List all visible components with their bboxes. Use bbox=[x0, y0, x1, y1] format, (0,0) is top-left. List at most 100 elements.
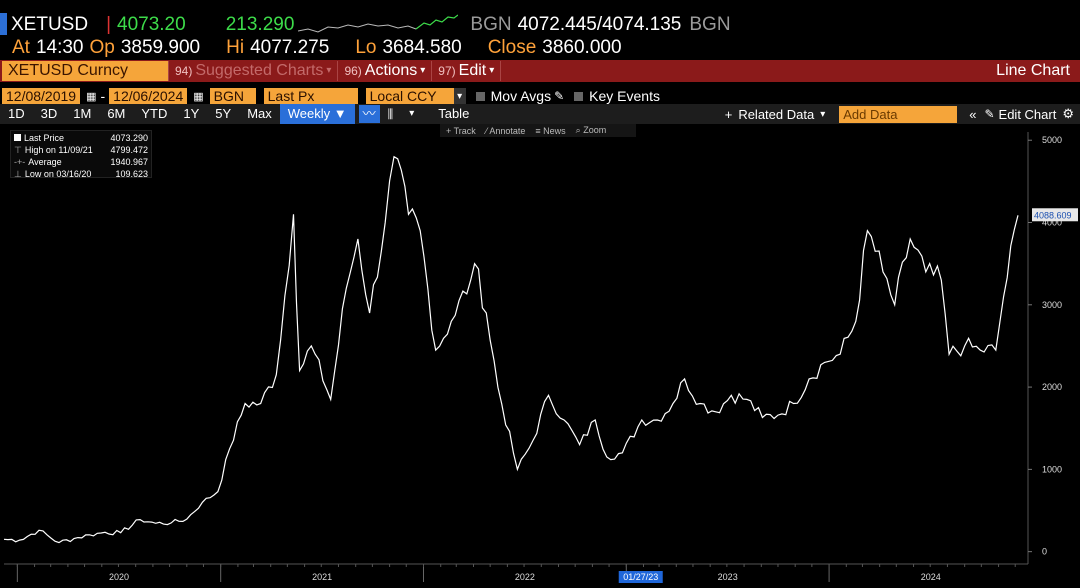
chart-type-label: Line Chart bbox=[996, 62, 1070, 79]
suggested-charts-button[interactable]: 94) Suggested Charts ▾ bbox=[168, 61, 337, 81]
bid-source-label: BGN bbox=[470, 14, 512, 35]
high-marker-icon: ⊤ bbox=[14, 145, 22, 155]
legend-high-value: 4799.472 bbox=[110, 145, 148, 155]
plot-area bbox=[3, 155, 1019, 544]
price-field-select[interactable]: Last Px bbox=[263, 87, 358, 105]
y-tick-label: 5000 bbox=[1042, 135, 1062, 145]
chevron-down-icon[interactable]: ▾ bbox=[409, 108, 415, 119]
news-label: News bbox=[543, 125, 566, 136]
start-date-field[interactable]: 12/08/2019 bbox=[2, 87, 81, 105]
add-data-input[interactable]: Add Data bbox=[839, 105, 958, 123]
related-data-button[interactable]: Related Data bbox=[738, 106, 815, 122]
key-events-label[interactable]: Key Events bbox=[589, 88, 660, 104]
plus-icon[interactable]: + bbox=[724, 106, 733, 122]
last-price-suffix: 0 bbox=[175, 14, 186, 35]
frequency-label: Weekly bbox=[287, 106, 331, 121]
double-chevron-left-icon[interactable]: « bbox=[969, 106, 977, 122]
chart-toolbar: 1D 3D 1M 6M YTD 1Y 5Y Max Weekly ▼ 〰 ⫼ ▾… bbox=[0, 104, 1080, 124]
calendar-icon[interactable]: ▦ bbox=[193, 90, 204, 103]
news-tool[interactable]: ≡ News bbox=[535, 126, 565, 136]
chevron-down-icon[interactable]: ▾ bbox=[820, 108, 826, 120]
crosshair-date-label: 01/27/23 bbox=[623, 572, 658, 582]
frequency-select[interactable]: Weekly ▼ bbox=[279, 104, 355, 124]
period-ytd[interactable]: YTD bbox=[141, 106, 168, 121]
x-axis-ticks bbox=[16, 564, 1016, 567]
period-max[interactable]: Max bbox=[247, 106, 272, 121]
track-tool[interactable]: + Track bbox=[446, 126, 476, 136]
mov-avgs-checkbox[interactable] bbox=[475, 91, 485, 101]
legend-average-label: Average bbox=[28, 157, 62, 167]
actions-num: 96) bbox=[344, 64, 362, 78]
period-6m[interactable]: 6M bbox=[107, 106, 126, 121]
edit-num: 97) bbox=[438, 64, 456, 78]
y-tick-label: 4000 bbox=[1042, 218, 1062, 228]
zoom-tool[interactable]: ⌕ Zoom bbox=[576, 125, 607, 136]
quote-row-1: XETUSD | 4073.20 213.290 BGN 4072.445/40… bbox=[0, 12, 731, 38]
divider bbox=[500, 61, 502, 81]
candlestick-icon[interactable]: ⫼ bbox=[387, 107, 394, 121]
edit-button[interactable]: 97) Edit ▾ bbox=[431, 61, 500, 81]
line-chart-icon[interactable]: 〰 bbox=[358, 105, 380, 123]
bid-ask-source: BGN bbox=[689, 14, 731, 35]
chart-legend: Last Price 4073.290 ⊤ High on 11/09/21 47… bbox=[10, 130, 152, 180]
ticker-symbol[interactable]: XETUSD bbox=[11, 14, 89, 35]
annotate-tool[interactable]: ⁄ Annotate bbox=[486, 126, 526, 136]
key-events-checkbox[interactable] bbox=[574, 91, 584, 101]
zoom-label: Zoom bbox=[583, 125, 607, 135]
date-range-row: 12/08/2019 ▦ - 12/06/2024 ▦ BGN Last Px … bbox=[0, 86, 1080, 106]
legend-average-value: 1940.967 bbox=[110, 157, 148, 167]
news-icon: ≡ bbox=[535, 125, 541, 136]
high-value: 4077.275 bbox=[250, 37, 330, 58]
x-tick-label: 2023 bbox=[718, 572, 738, 582]
security-field[interactable]: XETUSD Curncy bbox=[2, 61, 168, 81]
intraday-sparkline bbox=[298, 14, 459, 33]
average-marker-icon: -+- bbox=[14, 157, 26, 167]
period-5y[interactable]: 5Y bbox=[215, 106, 232, 121]
legend-label: ⊥ Low on 03/16/20 bbox=[14, 168, 91, 180]
x-tick-label: 2024 bbox=[921, 572, 941, 582]
period-1d[interactable]: 1D bbox=[8, 106, 25, 121]
triangle-down-icon: ▼ bbox=[333, 106, 347, 121]
y-tick-label: 3000 bbox=[1042, 300, 1062, 310]
edit-chart-button[interactable]: Edit Chart bbox=[998, 106, 1057, 122]
y-tick-label: 2000 bbox=[1042, 382, 1062, 392]
at-label: At bbox=[12, 37, 30, 58]
actions-button[interactable]: 96) Actions ▾ bbox=[337, 61, 431, 81]
toolbar-right: + Related Data ▾ Add Data « ✎ Edit Chart… bbox=[719, 104, 1080, 124]
legend-last-price-value: 4073.290 bbox=[110, 133, 148, 143]
gear-icon[interactable]: ⚙ bbox=[1062, 106, 1074, 121]
x-tick-label: 2021 bbox=[312, 572, 332, 582]
suggested-charts-num: 94) bbox=[175, 64, 193, 78]
low-value: 3684.580 bbox=[382, 37, 462, 58]
legend-row-last-price: Last Price 4073.290 bbox=[14, 132, 148, 144]
currency-select[interactable]: Local CCY bbox=[365, 87, 454, 105]
pencil-icon[interactable]: ✎ bbox=[984, 107, 995, 121]
mov-avgs-label[interactable]: Mov Avgs bbox=[490, 88, 552, 104]
period-1m[interactable]: 1M bbox=[73, 106, 92, 121]
legend-last-price-label: Last Price bbox=[24, 133, 65, 143]
legend-label: -+- Average bbox=[14, 156, 62, 168]
period-1y[interactable]: 1Y bbox=[183, 106, 200, 121]
table-button[interactable]: Table bbox=[438, 106, 470, 121]
pricing-source-field[interactable]: BGN bbox=[209, 87, 256, 105]
open-value: 3859.900 bbox=[120, 37, 201, 58]
price-series-line bbox=[3, 155, 1019, 544]
suggested-charts-label: Suggested Charts bbox=[195, 62, 324, 79]
x-tick-label: 2022 bbox=[515, 572, 535, 582]
end-date-value: 12/06/2024 bbox=[113, 87, 184, 104]
period-3d[interactable]: 3D bbox=[40, 106, 58, 121]
calendar-icon[interactable]: ▦ bbox=[86, 90, 97, 103]
quote-row-2: At 14:30 Op 3859.900 Hi 4077.275 Lo 3684… bbox=[0, 35, 622, 61]
y-tick-label: 1000 bbox=[1042, 464, 1062, 474]
chevron-down-icon: ▾ bbox=[489, 65, 495, 76]
security-marker bbox=[0, 13, 7, 35]
command-bar: XETUSD Curncy 94) Suggested Charts ▾ 96)… bbox=[0, 60, 1080, 82]
crosshair-date-tag bbox=[618, 571, 663, 583]
chart-subtools: + Track ⁄ Annotate ≡ News ⌕ Zoom bbox=[440, 124, 636, 137]
last-price-main: 4073.2 bbox=[117, 14, 176, 35]
end-date-field[interactable]: 12/06/2024 bbox=[109, 87, 188, 105]
pencil-icon[interactable]: ✎ bbox=[554, 89, 565, 103]
chevron-down-icon[interactable]: ▾ bbox=[453, 87, 466, 105]
legend-label: Last Price bbox=[14, 132, 64, 144]
